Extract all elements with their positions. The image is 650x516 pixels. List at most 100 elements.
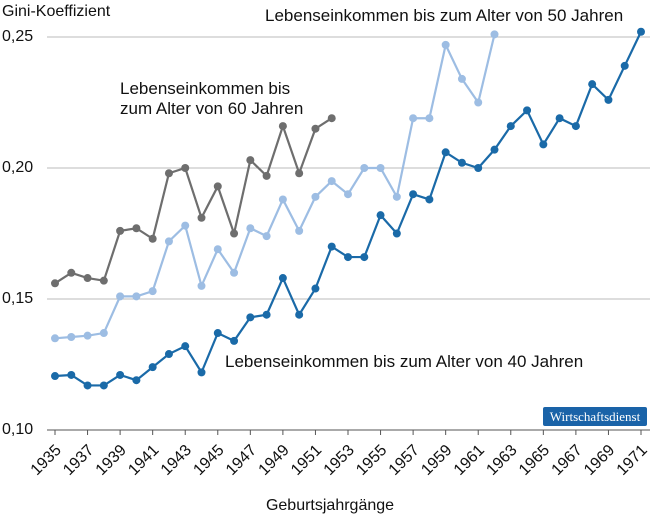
- data-point: [181, 221, 190, 230]
- y-axis-label: Gini-Koeffizient: [2, 3, 111, 20]
- data-point: [230, 229, 239, 238]
- data-point: [148, 287, 157, 296]
- data-point: [116, 370, 125, 379]
- data-point: [311, 192, 320, 201]
- x-tick-label: 1939: [93, 442, 130, 479]
- x-tick-label: 1957: [386, 442, 423, 479]
- data-point: [295, 226, 304, 235]
- data-point: [246, 313, 255, 322]
- data-point: [181, 342, 190, 351]
- series-label: Lebenseinkommen bis zum Alter von 60 Jah…: [120, 79, 304, 118]
- data-point: [99, 381, 108, 390]
- x-tick-label: 1953: [321, 442, 358, 479]
- data-point: [246, 156, 255, 165]
- data-point: [164, 350, 173, 359]
- data-point: [441, 40, 450, 49]
- x-tick-label: 1945: [190, 442, 227, 479]
- data-point: [132, 224, 141, 233]
- y-tick-label: 0,20: [2, 159, 33, 176]
- data-point: [262, 232, 271, 241]
- data-point: [51, 372, 59, 381]
- data-point: [262, 310, 271, 319]
- x-tick-label: 1941: [125, 442, 162, 479]
- data-point: [132, 292, 141, 301]
- y-tick-label: 0,25: [2, 28, 33, 45]
- x-tick-label: 1961: [451, 442, 488, 479]
- data-point: [376, 211, 385, 220]
- data-point: [425, 195, 434, 204]
- data-point: [425, 114, 434, 123]
- data-point: [490, 145, 499, 154]
- data-point: [116, 292, 125, 301]
- data-point: [409, 114, 418, 123]
- data-point: [51, 279, 59, 288]
- data-point: [360, 253, 369, 262]
- data-point: [197, 213, 206, 222]
- x-tick-label: 1967: [549, 442, 586, 479]
- data-point: [148, 234, 157, 243]
- data-point: [474, 164, 483, 172]
- x-tick-label: 1943: [158, 442, 195, 479]
- data-point: [246, 224, 255, 233]
- series-label: Lebenseinkommen bis zum Alter von 50 Jah…: [265, 6, 624, 25]
- data-point: [213, 245, 222, 254]
- data-point: [539, 140, 548, 149]
- data-point: [278, 274, 287, 283]
- x-tick-label: 1963: [483, 442, 520, 479]
- data-point: [164, 169, 173, 178]
- source-badge: Wirtschaftsdienst: [543, 407, 647, 426]
- data-point: [441, 148, 450, 157]
- data-point: [555, 114, 564, 123]
- data-point: [327, 177, 336, 186]
- data-point: [83, 331, 92, 340]
- y-tick-label: 0,10: [2, 421, 33, 438]
- data-point: [588, 80, 597, 89]
- data-point: [148, 363, 157, 372]
- data-point: [230, 336, 239, 345]
- data-point: [197, 281, 206, 290]
- x-tick-label: 1965: [516, 442, 553, 479]
- data-point: [99, 276, 108, 285]
- data-point: [278, 195, 287, 204]
- data-point: [327, 242, 336, 251]
- data-point: [523, 106, 532, 115]
- x-tick-label: 1935: [28, 442, 65, 479]
- data-point: [51, 334, 59, 343]
- x-tick-label: 1937: [60, 442, 97, 479]
- data-point: [360, 164, 369, 172]
- data-point: [295, 310, 304, 319]
- data-point: [620, 61, 629, 70]
- data-point: [311, 124, 320, 133]
- data-point: [295, 169, 304, 178]
- data-point: [571, 122, 580, 131]
- data-point: [344, 190, 352, 199]
- data-point: [604, 95, 613, 104]
- data-point: [99, 329, 108, 338]
- y-tick-label: 0,15: [2, 290, 33, 307]
- data-point: [132, 376, 141, 385]
- data-point: [197, 368, 206, 377]
- data-point: [181, 164, 190, 172]
- data-point: [637, 27, 645, 36]
- data-point: [213, 182, 222, 191]
- data-point: [67, 370, 76, 379]
- data-point: [262, 171, 271, 180]
- data-point: [327, 114, 336, 123]
- x-tick-label: 1951: [288, 442, 325, 479]
- data-point: [116, 226, 125, 235]
- data-point: [83, 381, 92, 390]
- data-point: [392, 229, 401, 238]
- data-point: [311, 284, 320, 293]
- data-point: [230, 268, 239, 277]
- x-tick-label: 1949: [256, 442, 293, 479]
- data-point: [67, 332, 76, 341]
- data-point: [474, 98, 483, 107]
- data-point: [278, 122, 287, 131]
- series-line: [54, 34, 496, 340]
- data-point: [457, 74, 466, 83]
- data-point: [164, 237, 173, 246]
- x-tick-label: 1971: [614, 442, 650, 479]
- series-label: Lebenseinkommen bis zum Alter von 40 Jah…: [225, 352, 584, 371]
